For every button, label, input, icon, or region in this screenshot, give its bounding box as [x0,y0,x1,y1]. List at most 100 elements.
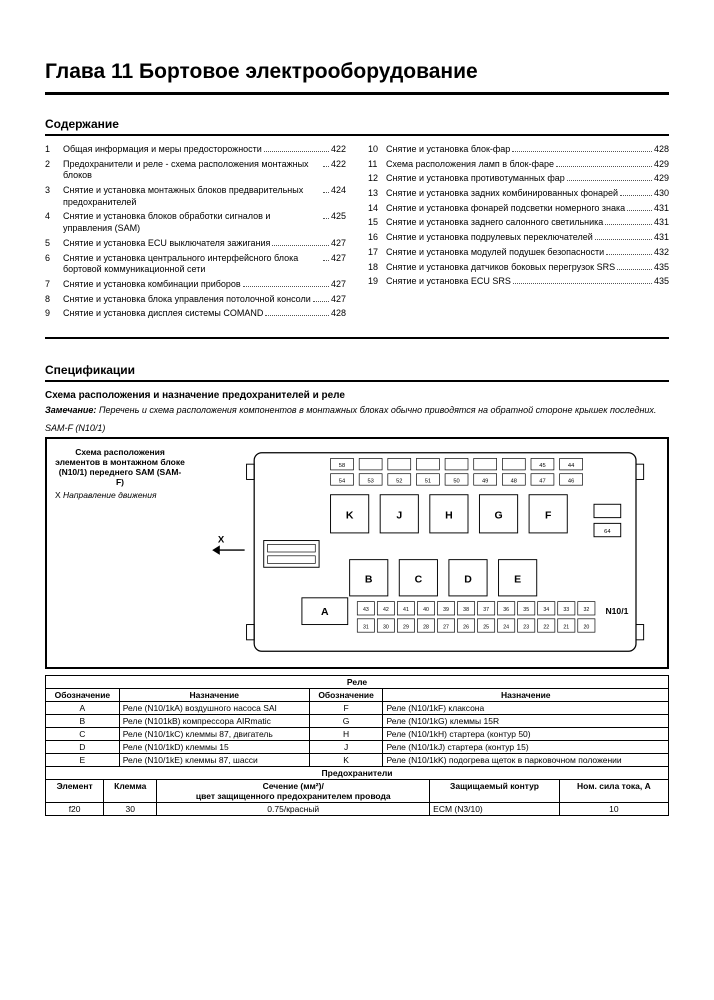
svg-text:53: 53 [367,478,373,484]
toc-item: 13Снятие и установка задних комбинирован… [368,188,669,200]
svg-text:35: 35 [523,607,529,613]
toc-item: 7Снятие и установка комбинации приборов4… [45,279,346,291]
svg-text:C: C [415,573,423,585]
connector-block-icon [264,540,319,567]
toc-item: 6Снятие и установка центрального интерфе… [45,253,346,276]
svg-text:39: 39 [443,607,449,613]
toc-item: 15Снятие и установка заднего салонного с… [368,217,669,229]
svg-text:33: 33 [563,607,569,613]
spec-header: Спецификации [45,363,669,382]
direction-arrow-icon: X [212,534,244,554]
svg-text:45: 45 [539,463,545,469]
svg-text:J: J [396,510,402,522]
svg-text:49: 49 [482,478,488,484]
table-header: Обозначение [46,688,120,701]
svg-text:F: F [545,510,552,522]
toc-item: 18Снятие и установка датчиков боковых пе… [368,262,669,274]
fuse-table: Предохранители ЭлементКлеммаСечение (мм²… [45,766,669,816]
svg-text:64: 64 [604,529,611,535]
toc-left-column: 1Общая информация и меры предосторожност… [45,144,346,323]
toc-item: 16Снятие и установка подрулевых переключ… [368,232,669,244]
toc-item: 10Снятие и установка блок-фар428 [368,144,669,156]
table-header: Элемент [46,779,104,802]
svg-text:46: 46 [568,478,574,484]
svg-text:26: 26 [463,624,469,630]
svg-text:30: 30 [383,624,389,630]
note-text: Замечание: Перечень и схема расположения… [45,405,669,415]
chapter-title: Глава 11 Бортовое электрооборудование [45,60,669,95]
svg-text:54: 54 [339,478,346,484]
table-header: Защищаемый контур [430,779,560,802]
arrow-x-text: X [218,534,225,545]
scheme-header: Схема расположения и назначение предохра… [45,390,669,401]
svg-text:38: 38 [463,607,469,613]
toc-item: 5Снятие и установка ECU выключателя зажи… [45,238,346,250]
table-row: EРеле (N10/1kE) клеммы 87, шассиKРеле (N… [46,753,669,766]
svg-text:21: 21 [563,624,569,630]
toc-right-column: 10Снятие и установка блок-фар42811Схема … [368,144,669,323]
table-header: Сечение (мм²)/ цвет защищенного предохра… [157,779,430,802]
svg-text:25: 25 [483,624,489,630]
svg-text:37: 37 [483,607,489,613]
svg-text:22: 22 [543,624,549,630]
diagram-caption: Схема расположения элементов в монтажном… [55,447,185,659]
diagram-caption-title: Схема расположения элементов в монтажном… [55,447,185,487]
table-row: f20300.75/красныйECM (N3/10)10 [46,802,669,815]
diagram-svg: X 58 45 44 54 53 52 51 50 49 48 47 46 K J H G F B C D E 64… [193,447,659,659]
table-row: AРеле (N10/1kA) воздушного насоса SAIFРе… [46,701,669,714]
svg-text:B: B [365,573,373,585]
toc-item: 9Снятие и установка дисплея системы COMA… [45,308,346,320]
sam-label: SAM-F (N10/1) [45,423,669,433]
table-header: Назначение [383,688,669,701]
table-row: BРеле (N101kB) компрессора AIRmaticGРеле… [46,714,669,727]
svg-text:D: D [464,573,472,585]
table-row: DРеле (N10/1kD) клеммы 15JРеле (N10/1kJ)… [46,740,669,753]
svg-text:43: 43 [363,607,369,613]
svg-text:52: 52 [396,478,402,484]
board-label: N10/1 [605,606,628,616]
svg-text:20: 20 [583,624,589,630]
svg-text:41: 41 [403,607,409,613]
svg-text:32: 32 [583,607,589,613]
fusebox-svg: X 58 45 44 54 53 52 51 50 49 48 47 46 K J H G F B C D E 64… [193,447,659,657]
toc-item: 2Предохранители и реле - схема расположе… [45,159,346,182]
svg-text:24: 24 [503,624,509,630]
toc-item: 19Снятие и установка ECU SRS435 [368,276,669,288]
toc-item: 17Снятие и установка модулей подушек без… [368,247,669,259]
table-header: Клемма [104,779,157,802]
svg-text:H: H [445,510,453,522]
svg-text:E: E [514,573,521,585]
fuse-diagram-box: Схема расположения элементов в монтажном… [45,437,669,669]
svg-text:58: 58 [339,463,345,469]
table-header: Ном. сила тока, А [559,779,668,802]
svg-text:47: 47 [539,478,545,484]
svg-text:48: 48 [511,478,517,484]
toc-item: 8Снятие и установка блока управления пот… [45,294,346,306]
toc-header: Содержание [45,117,669,136]
toc-item: 3Снятие и установка монтажных блоков пре… [45,185,346,208]
svg-text:31: 31 [363,624,369,630]
svg-text:27: 27 [443,624,449,630]
diagram-x-label: X [55,490,61,500]
svg-text:K: K [346,510,354,522]
toc-item: 14Снятие и установка фонарей подсветки н… [368,203,669,215]
svg-text:G: G [494,510,502,522]
toc-item: 1Общая информация и меры предосторожност… [45,144,346,156]
diagram-x-text: Направление движения [63,490,156,500]
fuse-table-title: Предохранители [46,766,669,779]
relay-table-title: Реле [46,675,669,688]
relay-table: Реле ОбозначениеНазначениеОбозначениеНаз… [45,675,669,767]
svg-text:36: 36 [503,607,509,613]
svg-text:50: 50 [453,478,459,484]
svg-text:28: 28 [423,624,429,630]
note-label: Замечание: [45,405,96,415]
table-row: CРеле (N10/1kC) клеммы 87, двигательHРел… [46,727,669,740]
note-body: Перечень и схема расположения компоненто… [99,405,656,415]
svg-text:51: 51 [425,478,431,484]
toc-item: 12Снятие и установка противотуманных фар… [368,173,669,185]
table-of-contents: 1Общая информация и меры предосторожност… [45,144,669,323]
svg-text:A: A [321,606,329,618]
svg-text:44: 44 [568,463,575,469]
svg-text:42: 42 [383,607,389,613]
svg-text:23: 23 [523,624,529,630]
